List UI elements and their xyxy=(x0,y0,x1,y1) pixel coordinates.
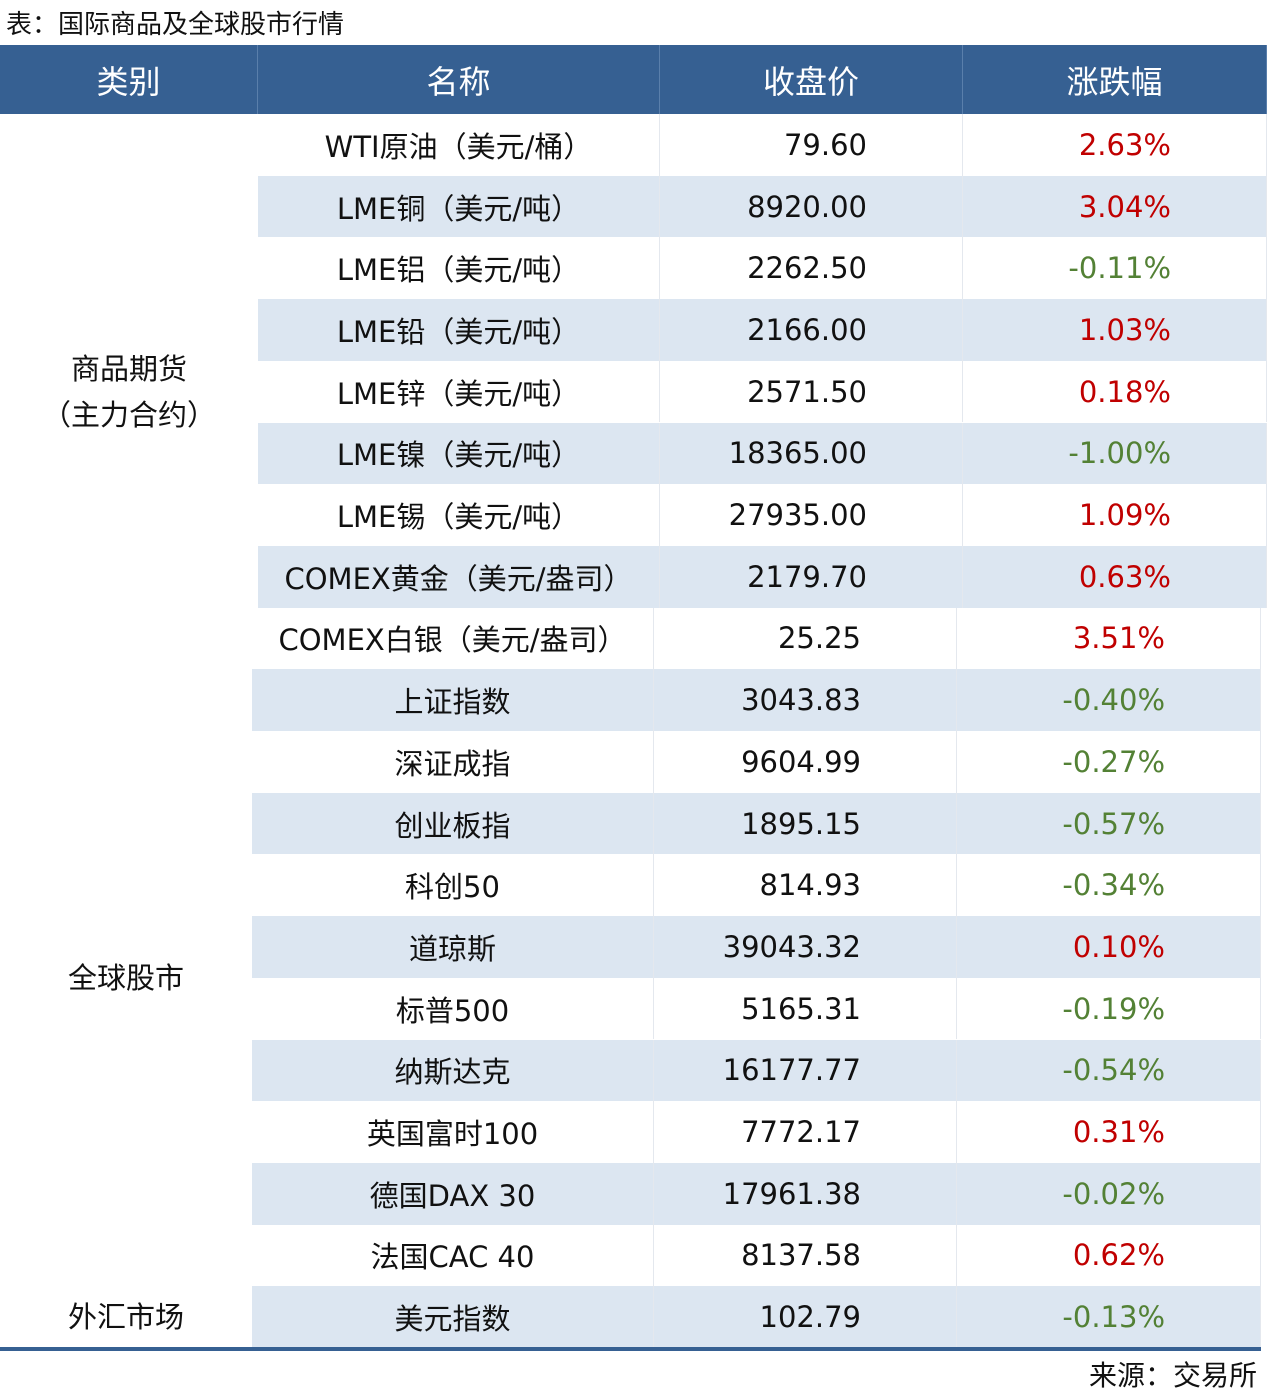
name-cell: LME锡（美元/吨） xyxy=(258,484,660,546)
close-price-cell: 39043.32 xyxy=(654,916,957,978)
change-cell: 0.63% xyxy=(963,545,1267,608)
header-cell: 类别 xyxy=(0,45,258,114)
close-price-cell: 18365.00 xyxy=(660,422,963,485)
name-cell: COMEX白银（美元/盎司） xyxy=(252,607,654,670)
name-cell: 科创50 xyxy=(252,854,654,917)
change-cell: 3.04% xyxy=(963,175,1267,238)
change-cell: 3.51% xyxy=(957,607,1261,670)
close-price-cell: 25.25 xyxy=(654,607,957,670)
name-cell: 道琼斯 xyxy=(252,916,654,978)
close-price-cell: 814.93 xyxy=(654,854,957,917)
close-price-cell: 9604.99 xyxy=(654,731,957,793)
change-cell: -0.11% xyxy=(963,237,1267,300)
name-cell: 英国富时100 xyxy=(252,1101,654,1163)
name-cell: WTI原油（美元/桶） xyxy=(258,114,660,176)
category-cell: 外汇市场 xyxy=(0,1286,252,1348)
name-cell: 纳斯达克 xyxy=(252,1039,654,1102)
name-cell: LME铜（美元/吨） xyxy=(258,175,660,238)
change-cell: 0.62% xyxy=(957,1224,1261,1287)
category-label: 全球股市 xyxy=(67,960,184,995)
close-price-cell: 5165.31 xyxy=(654,977,957,1040)
close-price-cell: 27935.00 xyxy=(660,484,963,546)
close-price-cell: 2571.50 xyxy=(660,360,963,423)
name-cell: 上证指数 xyxy=(252,669,654,731)
change-cell: -0.02% xyxy=(957,1162,1261,1225)
header-cell: 收盘价 xyxy=(660,45,963,114)
close-price-cell: 8920.00 xyxy=(660,175,963,238)
name-cell: 深证成指 xyxy=(252,731,654,793)
change-cell: 0.18% xyxy=(963,360,1267,423)
name-cell: 法国CAC 40 xyxy=(252,1224,654,1287)
name-cell: 标普500 xyxy=(252,977,654,1040)
header-cell: 涨跌幅 xyxy=(963,45,1267,114)
change-cell: -0.13% xyxy=(957,1286,1261,1348)
name-cell: 美元指数 xyxy=(252,1286,654,1348)
name-cell: 德国DAX 30 xyxy=(252,1162,654,1225)
name-cell: COMEX黄金（美元/盎司） xyxy=(258,545,660,608)
name-cell: 创业板指 xyxy=(252,792,654,855)
change-cell: 2.63% xyxy=(963,114,1267,176)
close-price-cell: 2166.00 xyxy=(660,299,963,361)
change-cell: 1.03% xyxy=(963,299,1267,361)
header-cell: 名称 xyxy=(258,45,660,114)
change-cell: -0.34% xyxy=(957,854,1261,917)
close-price-cell: 1895.15 xyxy=(654,792,957,855)
close-price-cell: 2262.50 xyxy=(660,237,963,300)
close-price-cell: 2179.70 xyxy=(660,545,963,608)
close-price-cell: 17961.38 xyxy=(654,1162,957,1225)
table-bottom-border xyxy=(0,1347,1261,1351)
change-cell: -0.40% xyxy=(957,669,1261,731)
category-cell: 商品期货 （主力合约） xyxy=(0,114,258,669)
close-price-cell: 16177.77 xyxy=(654,1039,957,1102)
name-cell: LME镍（美元/吨） xyxy=(258,422,660,485)
close-price-cell: 7772.17 xyxy=(654,1101,957,1163)
table-caption: 表：国际商品及全球股市行情 xyxy=(6,10,345,40)
change-cell: -0.19% xyxy=(957,977,1261,1040)
change-cell: -0.27% xyxy=(957,731,1261,793)
close-price-cell: 3043.83 xyxy=(654,669,957,731)
name-cell: LME铅（美元/吨） xyxy=(258,299,660,361)
category-label: 商品期货 （主力合约） xyxy=(41,351,216,432)
change-cell: 0.10% xyxy=(957,916,1261,978)
category-label: 外汇市场 xyxy=(67,1300,184,1335)
name-cell: LME锌（美元/吨） xyxy=(258,360,660,423)
change-cell: 0.31% xyxy=(957,1101,1261,1163)
name-cell: LME铝（美元/吨） xyxy=(258,237,660,300)
category-cell: 全球股市 xyxy=(0,669,252,1286)
close-price-cell: 8137.58 xyxy=(654,1224,957,1287)
close-price-cell: 79.60 xyxy=(660,114,963,176)
change-cell: -0.57% xyxy=(957,792,1261,855)
change-cell: -0.54% xyxy=(957,1039,1261,1102)
source-note: 来源：交易所 xyxy=(1088,1359,1257,1392)
change-cell: -1.00% xyxy=(963,422,1267,485)
close-price-cell: 102.79 xyxy=(654,1286,957,1348)
change-cell: 1.09% xyxy=(963,484,1267,546)
